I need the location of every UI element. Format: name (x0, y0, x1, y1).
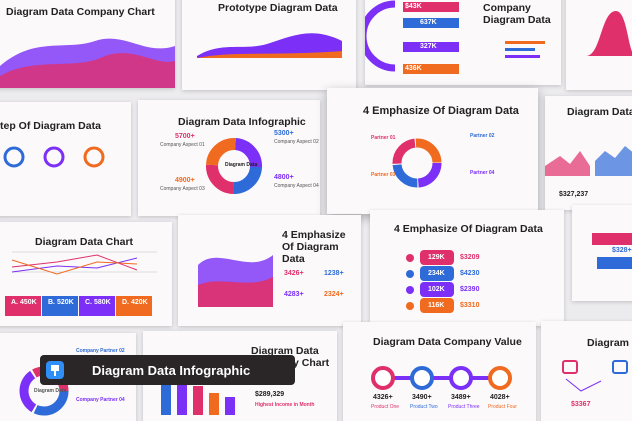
value: $43K (405, 3, 422, 10)
icons (562, 360, 628, 392)
label: Partner 04 (470, 170, 495, 176)
area-chart (198, 255, 273, 307)
value: 4326+ (373, 394, 393, 401)
tags (592, 233, 632, 269)
slide: Diagram Data Company Value 4326+ 3490+ 3… (343, 322, 536, 421)
value: $289,329 (255, 391, 285, 398)
slide: tep Of Diagram Data (0, 102, 131, 216)
value: 2324+ (324, 291, 344, 298)
slide: Diagram Data Chart A. 450K B. 520K C. 58… (0, 222, 172, 326)
value: $2390 (460, 286, 480, 293)
value: 4800+ (274, 174, 294, 181)
slide: Diagram Da $3367 (541, 321, 632, 421)
slide: Prototype Diagram Data (182, 0, 356, 90)
steps (3, 146, 105, 168)
label: Company Partner 02 (76, 348, 125, 354)
label: Company Aspect 01 (160, 142, 205, 148)
label: Partner 02 (470, 133, 495, 139)
value: 1238+ (324, 270, 344, 277)
slide-title: Diagram Data C (567, 106, 632, 118)
slide-title: Diagram Data Company Chart (6, 6, 155, 18)
value: 234K (428, 270, 445, 277)
banner: Diagram Data Infographic (40, 355, 295, 385)
center-label: Diagram Data (34, 388, 67, 394)
value: $3209 (460, 254, 480, 261)
label: Company Aspect 02 (274, 139, 319, 145)
slide-title: Prototype Diagram Data (218, 2, 338, 14)
value: $328+ (612, 247, 632, 254)
value: 4028+ (490, 394, 510, 401)
value: $327,237 (559, 191, 589, 198)
slide: 4 Emphasize Of Diagram Data 3426+ 1238+ … (178, 215, 361, 326)
slide: $328+ (572, 205, 632, 301)
label: Product Two (410, 404, 438, 410)
timeline (371, 366, 512, 390)
value: 116K (428, 302, 445, 309)
value: B. 520K (42, 296, 78, 316)
value: $4230 (460, 270, 480, 277)
ring (392, 138, 442, 188)
cylinder (406, 250, 454, 313)
label: Partner 03 (371, 172, 396, 178)
label: Product Four (488, 404, 517, 410)
slide-title: Diagram Data Chart (35, 236, 134, 248)
label: Product One (371, 404, 400, 410)
label: Company Aspect 03 (160, 186, 205, 192)
line-chart (545, 146, 632, 176)
slide-title: Company Diagram Data (483, 2, 551, 26)
value: 3426+ (284, 270, 304, 277)
value: 4283+ (284, 291, 304, 298)
bell-chart (586, 11, 632, 56)
value: 436K (405, 65, 422, 72)
value: D. 420K (116, 296, 152, 316)
bar-chart (161, 361, 235, 415)
value: 327K (420, 43, 437, 50)
line-chart (11, 251, 157, 275)
value: 5300+ (274, 130, 294, 137)
slide-title: Diagram Data Infographic (178, 116, 306, 128)
slide: 4 Emphasize Of Diagram Data 129K 234K 10… (370, 210, 564, 326)
slide: Diagram Data C $327,237 (545, 96, 632, 210)
label: Partner 01 (371, 135, 396, 141)
value: 129K (428, 254, 445, 261)
slide: Diagram Data Infographic Diagram Data 57… (138, 100, 320, 216)
slide-title: 4 Emphasize Of Diagram Data (282, 229, 346, 265)
slide-title: Diagram Da (587, 337, 632, 349)
area-chart (197, 33, 342, 58)
slide (566, 0, 632, 90)
app-icon (46, 361, 64, 379)
slide: 4 Emphasize Of Diagram Data Partner 01 P… (327, 88, 538, 214)
slide-title: tep Of Diagram Data (0, 120, 101, 132)
banner-title: Diagram Data Infographic (92, 363, 251, 378)
value: 3490+ (412, 394, 432, 401)
label: Product Three (448, 404, 480, 410)
slide-title: 4 Emphasize Of Diagram Data (363, 105, 519, 117)
value: 5700+ (175, 133, 195, 140)
slide-title: Diagram Data Company Value (373, 336, 522, 348)
center-label: Diagram Data (225, 162, 258, 168)
arrow-diagram (365, 0, 545, 74)
value: $3310 (460, 302, 480, 309)
value: A. 450K (5, 296, 41, 316)
value: 4900+ (175, 177, 195, 184)
value: 3489+ (451, 394, 471, 401)
value: 637K (420, 19, 437, 26)
slide-title: 4 Emphasize Of Diagram Data (394, 223, 543, 235)
value: 102K (428, 286, 445, 293)
wave-chart (0, 38, 175, 88)
value: C. 580K (79, 296, 115, 316)
label: Company Partner 04 (76, 397, 125, 403)
label: Highest Income in Month (255, 402, 315, 408)
value: $3367 (571, 401, 591, 408)
slide: Diagram Data Company Chart (0, 0, 175, 88)
slide: $43K 637K 327K 436K Company Diagram Data (365, 0, 561, 85)
label: Company Aspect 04 (274, 183, 319, 189)
donut (206, 138, 262, 194)
